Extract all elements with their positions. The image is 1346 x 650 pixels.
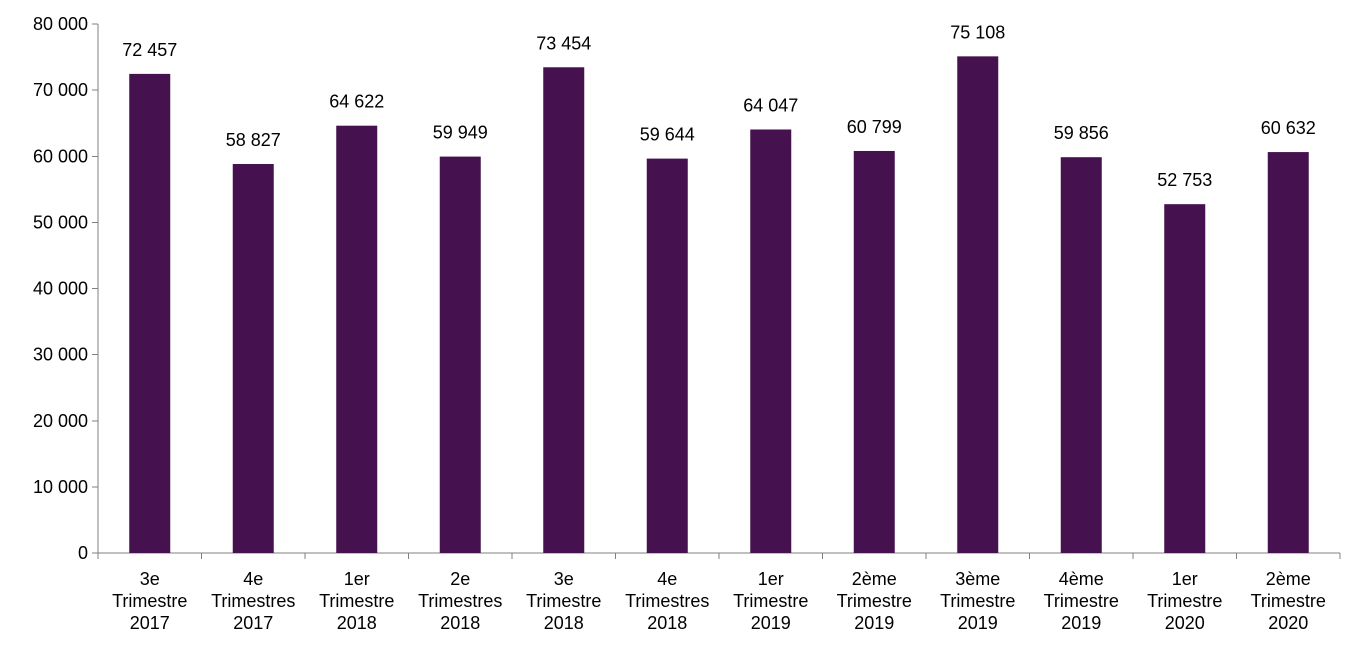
x-tick-label-line: 3ème — [955, 569, 1000, 589]
x-tick-label: 3e Trimestre 2018 — [526, 569, 601, 633]
y-axis: 0 10 000 20 000 30 000 40 000 50 000 60 000 70 … — [33, 14, 99, 563]
x-tick-label-line: 1er — [344, 569, 370, 589]
x-tick-label: 1er Trimestre 2020 — [1147, 569, 1222, 633]
y-tick-label: 80 000 — [33, 14, 88, 34]
x-tick-label-line: 3e — [554, 569, 574, 589]
x-tick-label-line: Trimestre — [940, 591, 1015, 611]
x-tick-label-line: 2ème — [852, 569, 897, 589]
x-tick-label-line: Trimestre — [1251, 591, 1326, 611]
bar — [1060, 157, 1102, 553]
x-tick-label: 2e Trimestres 2018 — [418, 569, 502, 633]
data-label: 73 454 — [536, 33, 591, 53]
bar — [439, 156, 481, 554]
bar — [750, 129, 792, 554]
bar — [1267, 152, 1309, 553]
x-tick-label-line: 2018 — [647, 613, 687, 633]
data-label: 59 644 — [640, 125, 695, 145]
x-tick-label-line: 2019 — [1061, 613, 1101, 633]
x-tick-label-line: 2ème — [1266, 569, 1311, 589]
data-label: 59 949 — [433, 123, 488, 143]
x-tick-label-line: 2019 — [854, 613, 894, 633]
x-tick-label-line: 2019 — [751, 613, 791, 633]
y-tick-label: 10 000 — [33, 477, 88, 497]
x-tick-label: 2ème Trimestre 2020 — [1251, 569, 1326, 633]
x-tick-label-line: Trimestre — [112, 591, 187, 611]
data-label: 60 632 — [1261, 118, 1316, 138]
x-tick-label-line: 2e — [450, 569, 470, 589]
bars — [129, 56, 1309, 554]
bar — [957, 56, 999, 553]
bar — [336, 125, 378, 554]
x-tick-label: 3e Trimestre 2017 — [112, 569, 187, 633]
y-tick-label: 20 000 — [33, 411, 88, 431]
y-tick-label: 70 000 — [33, 80, 88, 100]
y-tick-label: 50 000 — [33, 212, 88, 232]
bar — [129, 73, 171, 554]
bar — [853, 150, 895, 553]
y-tick-label: 40 000 — [33, 279, 88, 299]
bar — [543, 67, 585, 553]
x-tick-label: 3ème Trimestre 2019 — [940, 569, 1015, 633]
x-tick-label: 4e Trimestres 2018 — [625, 569, 709, 633]
x-tick-label-line: Trimestre — [526, 591, 601, 611]
x-tick-label-line: 2019 — [958, 613, 998, 633]
x-tick-label-line: 2020 — [1165, 613, 1205, 633]
x-tick-label: 1er Trimestre 2018 — [319, 569, 394, 633]
x-tick-label-line: 1er — [1172, 569, 1198, 589]
data-label: 64 047 — [743, 95, 798, 115]
bar — [646, 158, 688, 553]
data-label: 52 753 — [1157, 170, 1212, 190]
x-tick-label: 4ème Trimestre 2019 — [1044, 569, 1119, 633]
x-tick-label-line: Trimestre — [1044, 591, 1119, 611]
x-tick-label-line: 3e — [140, 569, 160, 589]
data-label: 59 856 — [1054, 123, 1109, 143]
x-tick-label-line: Trimestre — [1147, 591, 1222, 611]
x-tick-label-line: 2020 — [1268, 613, 1308, 633]
data-label: 72 457 — [122, 40, 177, 60]
x-tick-label-line: 4e — [243, 569, 263, 589]
x-tick-label-line: 2018 — [544, 613, 584, 633]
bar — [232, 164, 274, 553]
x-tick-label-line: Trimestres — [418, 591, 502, 611]
x-tick-label-line: 2017 — [130, 613, 170, 633]
y-tick-label: 0 — [78, 543, 88, 563]
data-label: 64 622 — [329, 92, 384, 112]
data-label: 58 827 — [226, 130, 281, 150]
x-tick-label-line: 4ème — [1059, 569, 1104, 589]
data-labels: 72 457 58 827 64 622 59 949 73 454 59 644 64 0… — [122, 22, 1316, 190]
x-tick-label-line: 4e — [657, 569, 677, 589]
data-label: 75 108 — [950, 22, 1005, 42]
x-tick-label-line: 2017 — [233, 613, 273, 633]
y-tick-label: 30 000 — [33, 345, 88, 365]
x-tick-label: 1er Trimestre 2019 — [733, 569, 808, 633]
y-tick-label: 60 000 — [33, 146, 88, 166]
x-tick-label: 4e Trimestres 2017 — [211, 569, 295, 633]
x-tick-label-line: 1er — [758, 569, 784, 589]
bar — [1164, 204, 1206, 554]
x-tick-label-line: 2018 — [337, 613, 377, 633]
x-tick-label-line: Trimestre — [319, 591, 394, 611]
x-tick-label-line: Trimestres — [625, 591, 709, 611]
x-tick-label-line: 2018 — [440, 613, 480, 633]
x-tick-label-line: Trimestre — [733, 591, 808, 611]
data-label: 60 799 — [847, 117, 902, 137]
x-tick-label-line: Trimestres — [211, 591, 295, 611]
x-tick-label: 2ème Trimestre 2019 — [837, 569, 912, 633]
x-tick-label-line: Trimestre — [837, 591, 912, 611]
